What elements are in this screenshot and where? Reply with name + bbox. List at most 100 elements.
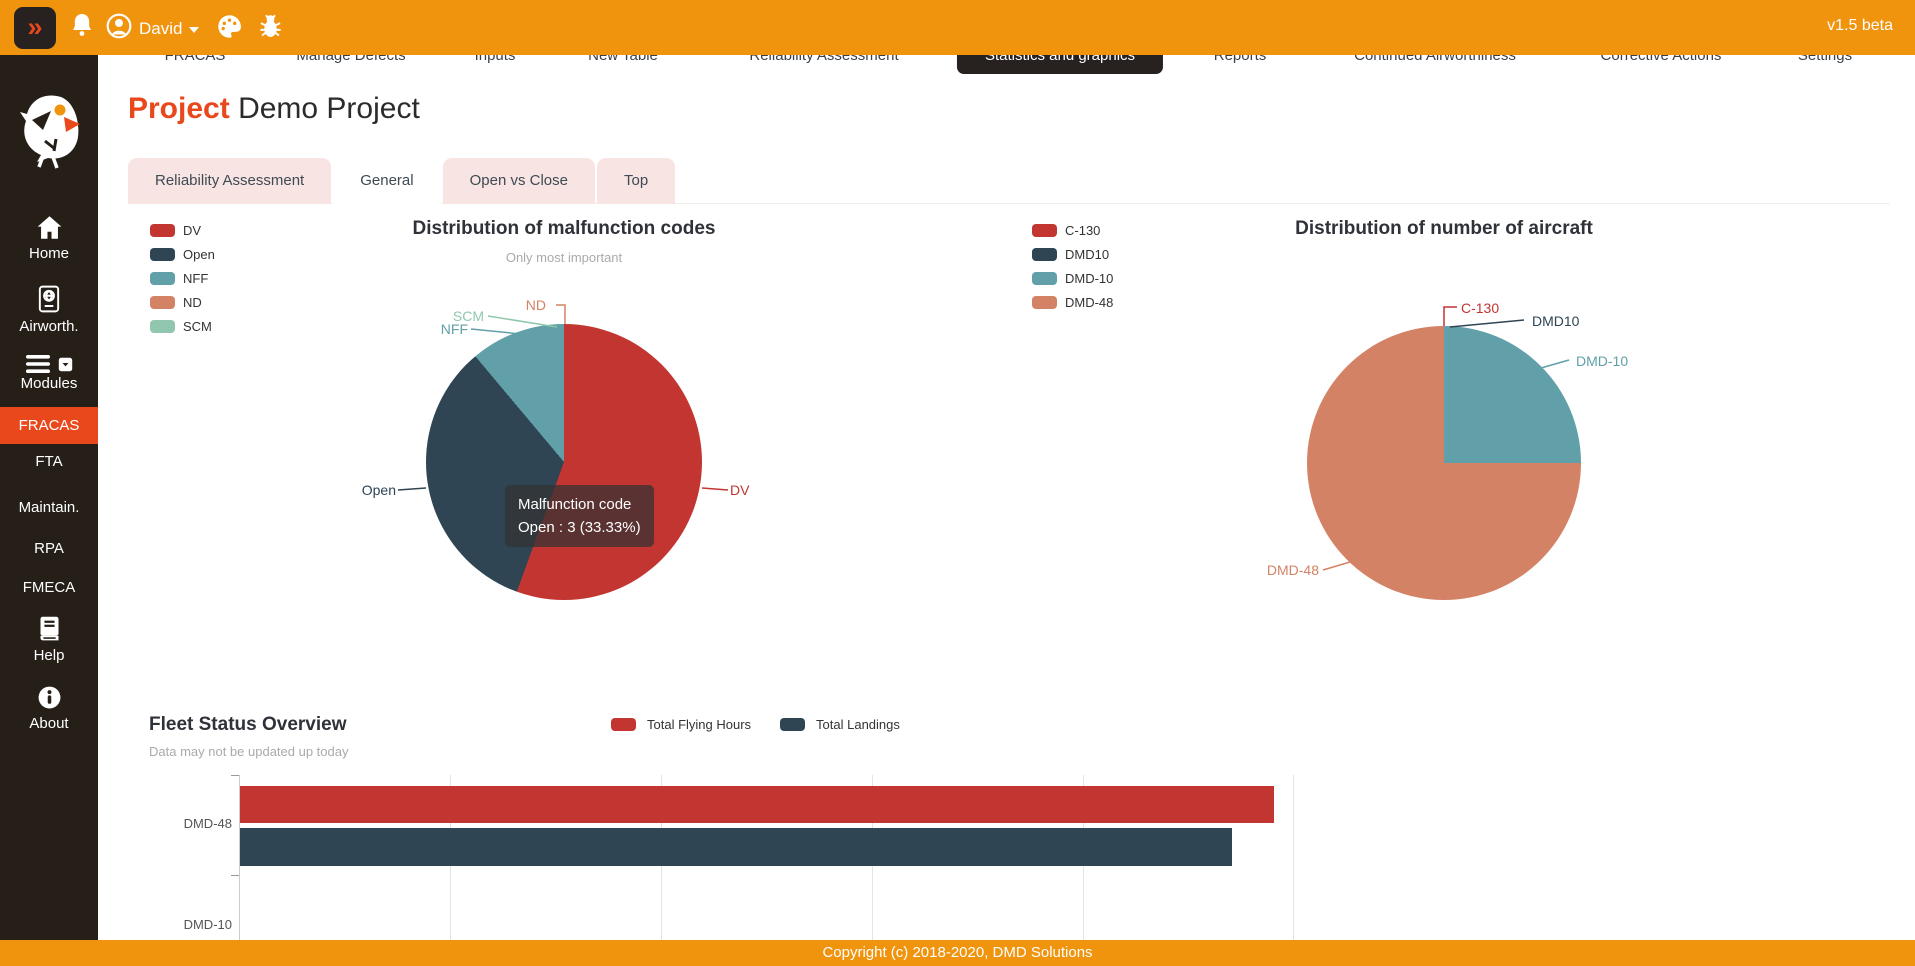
- tab-open-vs-close[interactable]: Open vs Close: [442, 158, 595, 204]
- malfunction-legend: DV Open NFF ND SCM: [150, 218, 215, 338]
- sidebar-item-fta[interactable]: FTA: [35, 453, 63, 470]
- user-name: David: [139, 18, 183, 38]
- legend-item-c130[interactable]: C-130: [1032, 218, 1113, 242]
- legend-item-dmd-10[interactable]: DMD-10: [1032, 266, 1113, 290]
- gridline: [1293, 775, 1294, 966]
- legend-item-nff[interactable]: NFF: [150, 266, 215, 290]
- passport-globe-icon: [38, 285, 60, 313]
- tab-top[interactable]: Top: [597, 158, 676, 204]
- user-menu[interactable]: David: [106, 13, 200, 44]
- slice-label-dv: DV: [730, 482, 750, 498]
- bar-landings-dmd-48[interactable]: [240, 828, 1232, 866]
- slice-label-scm: SCM: [452, 308, 484, 324]
- chart-title: Distribution of number of aircraft: [1295, 218, 1593, 239]
- legend-swatch: [150, 271, 175, 285]
- tab-divider: [128, 203, 1890, 204]
- legend-label: SCM: [183, 318, 212, 334]
- sidebar-item-fmeca[interactable]: FMECA: [22, 579, 76, 596]
- tab-general[interactable]: General: [333, 158, 441, 204]
- slice-label-nff: NFF: [440, 321, 468, 337]
- notifications-bell-icon[interactable]: [70, 12, 94, 45]
- legend-item-nd[interactable]: ND: [150, 290, 215, 314]
- sidebar-item-label: Home: [28, 245, 69, 262]
- malfunction-pie[interactable]: [426, 324, 702, 600]
- tooltip-value: Open : 3 (33.33%): [518, 519, 641, 536]
- gridline: [872, 775, 873, 966]
- project-name: Demo Project: [238, 92, 420, 125]
- legend-label[interactable]: Total Landings: [816, 717, 900, 732]
- legend-label: Open: [183, 246, 215, 262]
- chart-subtitle: Data may not be updated up today: [149, 744, 349, 759]
- slice-label-nd: ND: [525, 297, 546, 313]
- legend-label: NFF: [183, 270, 209, 286]
- chart-subtitle: Only most important: [505, 250, 623, 265]
- legend-item-dmd10[interactable]: DMD10: [1032, 242, 1113, 266]
- debug-bug-icon[interactable]: [257, 13, 284, 45]
- aircraft-distribution-chart: Distribution of number of aircraft C-130…: [1020, 210, 1900, 670]
- slice-label-c130: C-130: [1461, 300, 1500, 316]
- app-version-label: v1.5 beta: [1827, 17, 1893, 34]
- dmd-logo[interactable]: [0, 89, 98, 178]
- theme-palette-icon[interactable]: [216, 13, 243, 45]
- chart-title: Fleet Status Overview: [149, 714, 347, 735]
- legend-swatch: [150, 247, 175, 261]
- legend-label[interactable]: Total Flying Hours: [647, 717, 752, 732]
- info-icon: [38, 686, 60, 709]
- gridline: [450, 775, 451, 966]
- sidebar-item-label: Help: [33, 647, 65, 664]
- legend-item-scm[interactable]: SCM: [150, 314, 215, 338]
- slice-label-dmd10: DMD10: [1532, 313, 1580, 329]
- sidebar-item-help[interactable]: Help: [0, 615, 98, 664]
- y-axis-label-dmd-48: DMD-48: [183, 816, 232, 831]
- sidebar-item-fracas[interactable]: FRACAS: [0, 407, 98, 444]
- legend-label: C-130: [1065, 222, 1101, 238]
- bar-flying-hours-dmd-48[interactable]: [240, 786, 1274, 823]
- chart-title: Distribution of malfunction codes: [412, 218, 716, 239]
- legend-label: DMD-10: [1065, 270, 1114, 286]
- sidebar-item-about[interactable]: About: [0, 685, 98, 732]
- sidebar-item-label: About: [29, 715, 69, 732]
- legend-swatch: [1032, 247, 1057, 261]
- legend-swatch: [150, 223, 175, 237]
- legend-swatch: [150, 319, 175, 333]
- chevron-down-icon: [189, 27, 200, 33]
- legend-label: ND: [183, 294, 202, 310]
- sidebar-item-home[interactable]: Home: [0, 215, 98, 262]
- sidebar-item-modules[interactable]: Modules: [0, 353, 98, 392]
- help-book-icon: [40, 616, 58, 641]
- footer-copyright: Copyright (c) 2018-2020, DMD Solutions: [0, 940, 1915, 966]
- legend-swatch[interactable]: [780, 718, 806, 731]
- legend-swatch: [1032, 223, 1057, 237]
- slice-label-open: Open: [361, 482, 396, 498]
- aircraft-pie[interactable]: [1307, 326, 1581, 600]
- sidebar-collapse-button[interactable]: »: [14, 7, 56, 49]
- legend-item-open[interactable]: Open: [150, 242, 215, 266]
- legend-item-dmd-48[interactable]: DMD-48: [1032, 290, 1113, 314]
- legend-label: DV: [183, 222, 202, 238]
- modules-list-icon: [26, 355, 50, 373]
- sidebar-item-maintain[interactable]: Maintain.: [18, 499, 80, 516]
- legend-swatch[interactable]: [611, 718, 636, 731]
- sidebar-item-label: Modules: [20, 375, 78, 392]
- fleet-status-chart: Fleet Status Overview Data may not be up…: [140, 700, 1900, 966]
- axis-tick: [231, 775, 239, 776]
- gridline: [1083, 775, 1084, 966]
- category-axis-line: [239, 775, 240, 966]
- sidebar-item-rpa[interactable]: RPA: [34, 540, 64, 557]
- home-icon: [37, 216, 61, 239]
- tab-reliability-assessment[interactable]: Reliability Assessment: [128, 158, 332, 204]
- legend-swatch: [1032, 295, 1057, 309]
- legend-swatch: [1032, 271, 1057, 285]
- chart-tooltip: Malfunction code Open : 3 (33.33%): [505, 485, 654, 547]
- aircraft-legend: C-130 DMD10 DMD-10 DMD-48: [1032, 218, 1113, 314]
- legend-item-dv[interactable]: DV: [150, 218, 215, 242]
- sidebar-item-airworthiness[interactable]: Airworth.: [0, 285, 98, 335]
- y-axis-label-dmd-10: DMD-10: [183, 917, 232, 932]
- legend-swatch: [150, 295, 175, 309]
- gridline: [661, 775, 662, 966]
- app-header: » David v1.5 beta: [0, 0, 1915, 55]
- sidebar: Home Airworth. Modules FRACAS FTA Mainta…: [0, 55, 98, 940]
- page-title-prefix: Project: [128, 92, 230, 125]
- bar-chart-plot-area: [231, 775, 1294, 966]
